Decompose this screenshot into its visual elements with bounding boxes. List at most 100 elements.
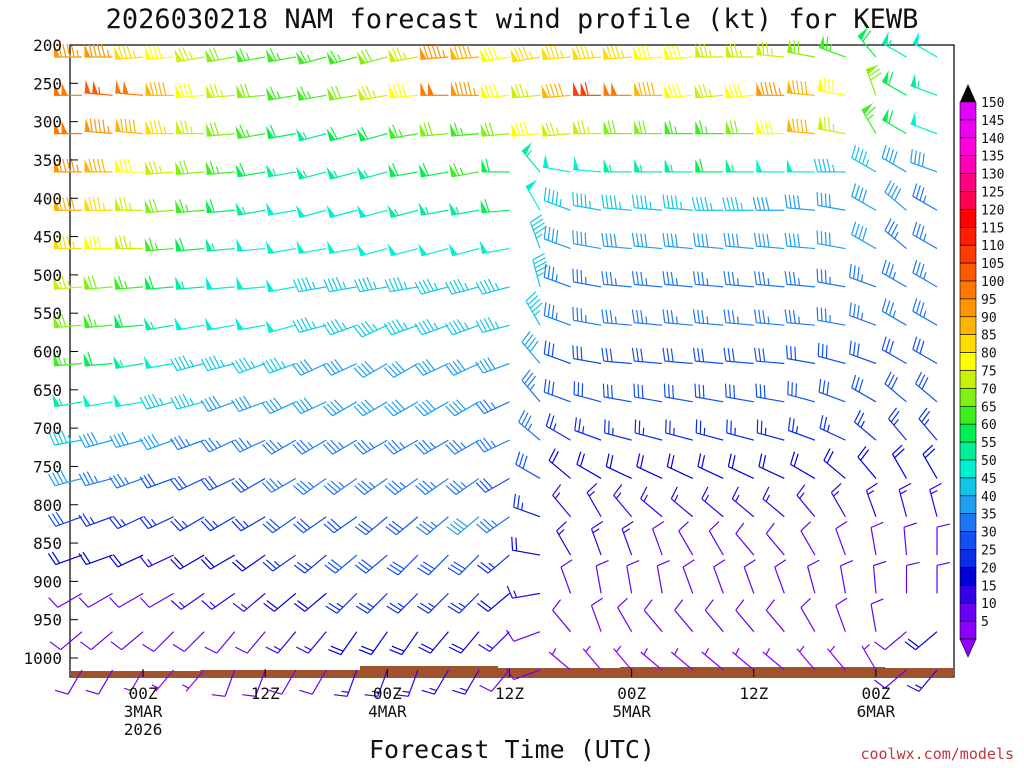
barb-flag — [235, 398, 244, 411]
barb-flag — [483, 48, 490, 61]
barb-flag — [601, 271, 605, 285]
barb-half-flag — [739, 49, 743, 58]
barb-flag — [204, 518, 215, 530]
wind-barb — [139, 473, 174, 489]
barb-shaft — [211, 592, 236, 610]
barb-flag — [800, 119, 804, 133]
wind-barb — [109, 592, 144, 608]
barb-shaft — [145, 362, 174, 369]
barb-shaft — [513, 669, 541, 681]
barb-pennant — [418, 164, 427, 177]
barb-shaft — [238, 362, 266, 374]
barb-shaft — [634, 245, 663, 250]
barb-shaft — [207, 362, 235, 372]
barb-flag — [800, 597, 812, 608]
barb-pennant — [84, 44, 91, 57]
wind-barb — [326, 50, 357, 65]
barb-half-flag — [529, 383, 536, 391]
barb-shaft — [826, 648, 846, 671]
barb-flag — [881, 145, 887, 159]
wind-barb — [170, 393, 205, 410]
barb-shaft — [147, 516, 174, 530]
barb-shaft — [336, 592, 358, 614]
barb-half-flag — [892, 310, 896, 318]
wind-barb — [78, 551, 113, 566]
barb-shaft — [548, 459, 571, 479]
barb-flag — [505, 668, 515, 680]
barb-pennant — [296, 240, 305, 254]
barb-half-flag — [189, 397, 194, 405]
wind-barb — [204, 631, 236, 654]
barb-flag — [416, 567, 429, 576]
wind-barb — [144, 275, 174, 290]
barb-half-flag — [151, 684, 159, 689]
wind-barb — [756, 419, 785, 441]
barb-half-flag — [558, 529, 565, 535]
barb-flag — [572, 345, 575, 359]
barb-flag — [890, 223, 899, 237]
barb-flag — [96, 235, 102, 249]
barb-pennant — [327, 87, 335, 101]
barb-flag — [419, 564, 432, 573]
barb-flag — [173, 556, 184, 568]
barb-shaft — [756, 360, 785, 365]
wind-barb — [691, 197, 724, 211]
wind-barb — [656, 560, 670, 594]
barb-shaft — [818, 46, 846, 58]
barb-shaft — [603, 396, 632, 403]
y-tick-label: 400 — [33, 189, 62, 208]
wind-barb — [626, 560, 640, 594]
barb-flag — [56, 430, 64, 444]
barb-flag — [820, 192, 823, 207]
barb-flag — [208, 475, 218, 488]
wind-barb — [602, 45, 632, 60]
barb-flag — [200, 520, 211, 532]
barb-pennant — [420, 82, 427, 96]
barb-pennant — [526, 179, 538, 192]
barb-half-flag — [585, 645, 591, 653]
wind-barb — [695, 43, 724, 58]
wind-barb — [144, 237, 174, 252]
wind-barb — [419, 122, 449, 137]
barb-flag — [48, 473, 56, 486]
barb-shaft — [298, 286, 327, 293]
barb-flag — [265, 646, 279, 654]
wind-barb — [450, 82, 479, 96]
barb-flag — [730, 420, 732, 435]
barb-flag — [755, 383, 758, 398]
barb-pennant — [326, 204, 336, 218]
barb-flag — [78, 473, 87, 486]
barb-flag — [389, 564, 402, 573]
wind-barb — [415, 477, 449, 495]
wind-barb — [543, 225, 571, 250]
wind-barb — [231, 357, 266, 374]
barb-flag — [584, 194, 587, 208]
barb-shaft — [634, 322, 663, 326]
wind-barb — [478, 631, 510, 653]
wind-barb — [774, 559, 787, 594]
barb-flag — [668, 120, 673, 134]
barb-flag — [860, 449, 870, 461]
wind-barb — [53, 197, 83, 211]
barb-shaft — [786, 283, 815, 288]
barb-shaft — [116, 477, 144, 489]
barb-pennant — [541, 46, 549, 60]
barb-flag — [638, 420, 641, 435]
barb-flag — [817, 342, 820, 357]
wind-barb — [139, 515, 174, 530]
barb-shaft — [726, 432, 754, 441]
barb-shaft — [613, 494, 633, 518]
barb-shaft — [281, 669, 297, 695]
barb-pennant — [235, 164, 244, 177]
barb-half-flag — [464, 283, 469, 291]
barb-flag — [445, 485, 457, 495]
barb-flag — [692, 271, 696, 285]
barb-shaft — [301, 439, 327, 455]
wind-barb — [265, 240, 296, 254]
wind-barb — [109, 554, 144, 568]
wind-barb — [353, 439, 388, 455]
barb-half-flag — [428, 602, 435, 608]
wind-barb — [354, 554, 388, 574]
wind-barb — [826, 645, 846, 671]
barb-shaft — [725, 322, 754, 326]
